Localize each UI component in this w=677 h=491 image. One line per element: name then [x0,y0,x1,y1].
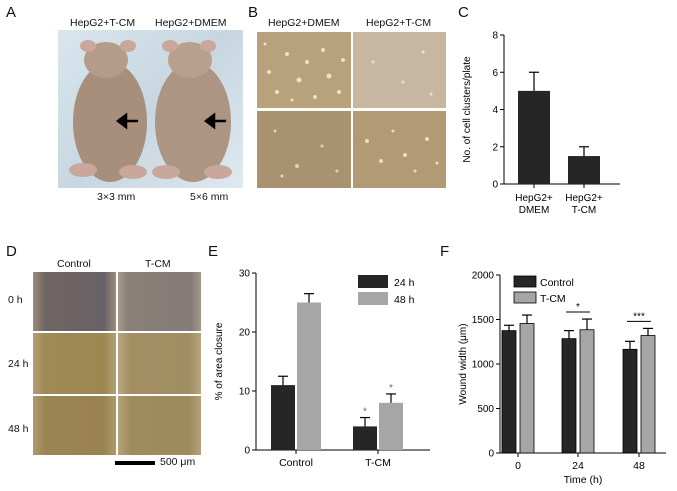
scale-bar [115,461,155,465]
chart-f-y-axis-label: Wound width (μm) [458,323,469,404]
chart-c-y-tick-label: 4 [492,105,498,116]
panel-b-label-right: HepG2+T-CM [366,17,432,29]
chart-f-bar-tcm [640,335,656,454]
chart-f-legend-swatch [513,275,537,288]
chart-c-y-tick-label: 6 [492,68,498,79]
chart-e-bar-24h [271,385,295,450]
panel-letter-c: C [458,4,469,21]
chart-e-bar-48h [379,402,403,450]
chart-e-bar-48h [297,302,321,450]
chart-f-bar-tcm [519,323,535,454]
colony-photo-tcm-bottom [353,111,446,188]
chart-f-legend-label: Control [540,277,574,289]
chart-e: 0 10 20 30 % of area closure Control * * T-CM 24 … [214,269,430,469]
chart-f-x-tick-label: 48 [633,460,645,472]
chart-f-x-tick-label: 24 [572,460,584,472]
mouse-photo [58,30,243,188]
wound-photo-tcm-0h [118,272,201,331]
chart-f-y-tick-label: 1000 [472,360,495,371]
panel-a-label-left: HepG2+T-CM [70,17,136,29]
chart-f-y-tick-label: 2000 [472,271,495,282]
colony-photo-dmem-bottom [257,111,351,188]
panel-d-row-0h: 0 h [8,294,23,306]
chart-c-x-tick-label: T-CM [572,205,596,216]
panel-a-size-left: 3×3 mm [97,191,136,203]
panel-letter-e: E [208,243,219,260]
chart-e-x-tick-label: Control [279,457,313,469]
panel-letter-b: B [248,4,259,21]
chart-f-bar-control [561,338,577,454]
chart-c-y-tick-label: 8 [492,31,498,42]
chart-e-y-tick-label: 10 [239,387,251,398]
scale-bar-label: 500 μm [160,456,196,468]
chart-e-y-axis-label: % of area closure [214,322,225,400]
arrow-icon [115,112,226,130]
chart-f-legend-swatch [513,291,537,304]
chart-f-x-tick-label: 0 [515,460,521,472]
panel-letter-a: A [6,4,17,21]
chart-e-significance-label: * [389,383,393,394]
chart-f-y-tick-label: 1500 [472,315,495,326]
chart-e-legend-swatch [358,292,388,305]
panel-d-col-tcm: T-CM [145,258,171,270]
wound-photo-control-24h [33,333,116,394]
colony-photo-tcm-top [353,32,446,108]
chart-f-bar-control [501,330,517,454]
chart-f-bar-tcm [579,329,595,454]
panel-a-label-right: HepG2+DMEM [155,17,227,29]
chart-e-significance-label: * [363,407,367,418]
chart-c-x-tick-label: HepG2+ [515,193,553,204]
chart-c-y-axis-label: No. of cell clusters/plate [462,56,473,163]
panel-b-label-left: HepG2+DMEM [268,17,340,29]
chart-e-y-tick-label: 0 [244,446,250,457]
chart-c-x-tick-label: HepG2+ [565,193,603,204]
chart-c-bar [568,156,600,184]
chart-f-y-tick-label: 0 [488,449,494,460]
chart-e-legend-label: 48 h [394,294,415,306]
chart-f-x-axis-label: Time (h) [564,474,603,486]
chart-f-legend-label: T-CM [540,293,566,305]
chart-c-x-tick-label: DMEM [519,205,550,216]
panel-d-col-control: Control [57,258,91,270]
colony-photo-dmem-top [257,32,351,108]
chart-c-y-tick-label: 0 [492,180,498,191]
wound-photo-tcm-48h [118,396,201,455]
chart-c-y-tick-label: 2 [492,142,498,153]
panel-letter-d: D [6,243,17,260]
chart-f-bar-control [622,348,638,454]
chart-c-bar [518,90,550,184]
wound-photo-control-0h [33,272,116,331]
chart-e-legend-label: 24 h [394,277,415,289]
chart-e-y-tick-label: 20 [239,328,251,339]
wound-photo-tcm-24h [118,333,201,394]
chart-e-legend-swatch [358,275,388,288]
panel-d-row-24h: 24 h [8,358,29,370]
chart-f: 0 500 1000 1500 2000 Wound width (μm) 0 * 24 *** 4… [458,271,666,486]
chart-f-significance-label: *** [633,311,645,322]
panel-letter-f: F [440,243,450,260]
chart-e-y-tick-label: 30 [239,269,251,280]
chart-f-y-tick-label: 500 [477,404,494,415]
panel-d-row-48h: 48 h [8,423,29,435]
chart-e-x-tick-label: T-CM [365,457,391,469]
chart-f-significance-label: * [576,302,580,313]
wound-photo-control-48h [33,396,116,455]
chart-e-bar-24h [353,426,377,450]
panel-a-size-right: 5×6 mm [190,191,229,203]
